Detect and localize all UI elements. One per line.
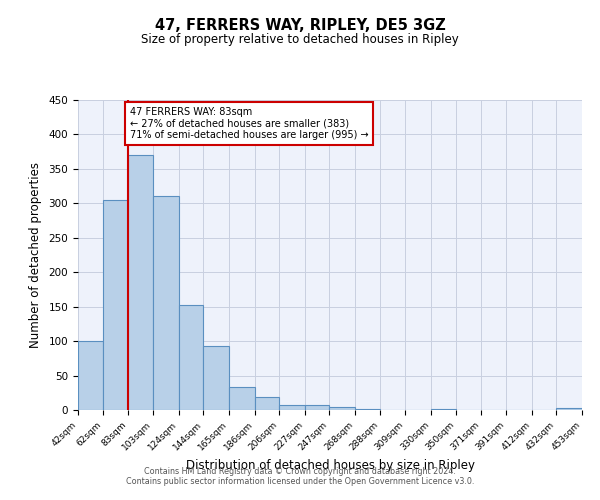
Text: Contains public sector information licensed under the Open Government Licence v3: Contains public sector information licen… (126, 477, 474, 486)
X-axis label: Distribution of detached houses by size in Ripley: Distribution of detached houses by size … (185, 459, 475, 472)
Text: 47 FERRERS WAY: 83sqm
← 27% of detached houses are smaller (383)
71% of semi-det: 47 FERRERS WAY: 83sqm ← 27% of detached … (130, 107, 368, 140)
Bar (329, 407, 355, 410)
Bar (305, 405, 329, 410)
Bar (179, 304, 203, 410)
Bar (78, 341, 103, 410)
Bar (203, 346, 229, 410)
Text: Size of property relative to detached houses in Ripley: Size of property relative to detached ho… (141, 32, 459, 46)
Bar (279, 405, 305, 410)
Bar (103, 200, 128, 410)
Bar (229, 386, 254, 410)
Bar (153, 196, 179, 410)
Bar (556, 408, 582, 410)
Y-axis label: Number of detached properties: Number of detached properties (29, 162, 41, 348)
Bar (128, 155, 153, 410)
Text: 47, FERRERS WAY, RIPLEY, DE5 3GZ: 47, FERRERS WAY, RIPLEY, DE5 3GZ (155, 18, 445, 32)
Text: Contains HM Land Registry data © Crown copyright and database right 2024.: Contains HM Land Registry data © Crown c… (144, 467, 456, 476)
Bar (254, 397, 279, 410)
